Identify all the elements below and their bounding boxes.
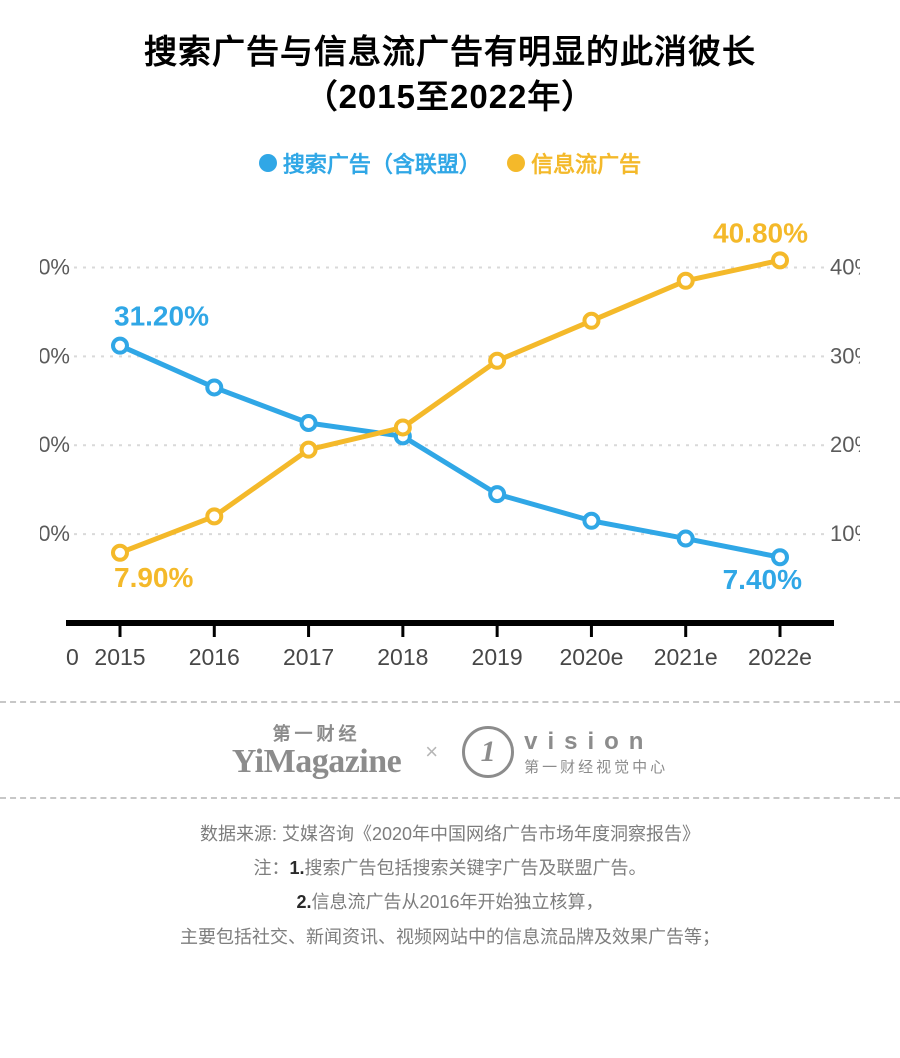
logo-row: 第一财经 YiMagazine × 1 vision 第一财经视觉中心	[0, 703, 900, 797]
series-marker-search_ads	[490, 487, 504, 501]
footnote-1: 注：1.搜索广告包括搜索关键字广告及联盟广告。	[40, 851, 860, 885]
series-marker-feed_ads	[396, 421, 410, 435]
x-tick-label: 2022e	[748, 644, 812, 670]
y-tick-left: 30%	[40, 343, 70, 368]
series-marker-feed_ads	[679, 274, 693, 288]
yi-logo-en: YiMagazine	[232, 745, 401, 779]
y-tick-left: 40%	[40, 255, 70, 280]
legend-item-search: 搜索广告（含联盟）	[259, 147, 481, 179]
vision-logo-en: vision	[524, 728, 668, 756]
footnote-2b: 主要包括社交、新闻资讯、视频网站中的信息流品牌及效果广告等；	[40, 920, 860, 954]
x-tick-label: 2016	[189, 644, 240, 670]
logo-separator: ×	[425, 739, 438, 765]
legend-label-feed: 信息流广告	[531, 147, 641, 179]
series-marker-search_ads	[302, 416, 316, 430]
series-marker-feed_ads	[207, 509, 221, 523]
y-tick-left: 20%	[40, 432, 70, 457]
y-tick-right: 30%	[830, 343, 860, 368]
line-chart: 10% 10% 20% 20% 30% 30% 40% 40% 2015 2016 2017 2018…	[40, 193, 860, 693]
vision-logo-cn: 第一财经视觉中心	[524, 759, 668, 776]
title-line-1: 搜索广告与信息流广告有明显的此消彼长	[0, 30, 900, 75]
chart-svg: 10% 10% 20% 20% 30% 30% 40% 40% 2015 2016 2017 2018…	[40, 193, 860, 693]
x-tick-label: 2019	[472, 644, 523, 670]
chart-title: 搜索广告与信息流广告有明显的此消彼长 （2015至2022年）	[0, 0, 900, 119]
x-tick-label: 2020e	[559, 644, 623, 670]
callout-start-search_ads: 31.20%	[114, 301, 209, 332]
series-marker-feed_ads	[490, 354, 504, 368]
legend: 搜索广告（含联盟） 信息流广告	[0, 147, 900, 179]
y-tick-right: 40%	[830, 255, 860, 280]
callout-end-feed_ads: 40.80%	[713, 217, 808, 248]
y-tick-right: 20%	[830, 432, 860, 457]
x-tick-label: 2021e	[654, 644, 718, 670]
series-marker-feed_ads	[584, 314, 598, 328]
series-marker-feed_ads	[773, 253, 787, 267]
x-tick-label: 2017	[283, 644, 334, 670]
x-tick-label: 2015	[94, 644, 145, 670]
legend-dot-feed	[507, 154, 525, 172]
series-marker-search_ads	[773, 550, 787, 564]
callout-start-feed_ads: 7.90%	[114, 562, 193, 593]
yimagazine-logo: 第一财经 YiMagazine	[232, 725, 401, 779]
callout-end-search_ads: 7.40%	[723, 564, 802, 595]
legend-item-feed: 信息流广告	[507, 147, 641, 179]
yi-logo-cn: 第一财经	[232, 725, 401, 743]
y-zero-label: 0	[66, 644, 79, 670]
vision-logo: 1 vision 第一财经视觉中心	[462, 726, 668, 778]
series-line-search_ads	[120, 346, 780, 558]
footnote-2a: 2.信息流广告从2016年开始独立核算，	[40, 885, 860, 919]
x-tick-label: 2018	[377, 644, 428, 670]
series-marker-search_ads	[679, 532, 693, 546]
footer-notes: 数据来源: 艾媒咨询《2020年中国网络广告市场年度洞察报告》 注：1.搜索广告…	[0, 799, 900, 954]
y-tick-right: 10%	[830, 521, 860, 546]
legend-dot-search	[259, 154, 277, 172]
data-source: 数据来源: 艾媒咨询《2020年中国网络广告市场年度洞察报告》	[40, 817, 860, 851]
series-marker-search_ads	[207, 381, 221, 395]
title-line-2: （2015至2022年）	[0, 75, 900, 120]
vision-logo-mark: 1	[462, 726, 514, 778]
series-marker-feed_ads	[113, 546, 127, 560]
series-marker-search_ads	[113, 339, 127, 353]
series-marker-feed_ads	[302, 443, 316, 457]
series-marker-search_ads	[584, 514, 598, 528]
legend-label-search: 搜索广告（含联盟）	[283, 147, 481, 179]
y-tick-left: 10%	[40, 521, 70, 546]
